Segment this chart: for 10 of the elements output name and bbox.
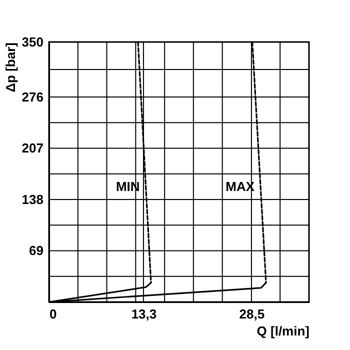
x-tick-label: 0 [50,306,57,322]
y-tick-label: 69 [29,243,44,258]
y-tick-label: 207 [22,140,44,156]
y-axis-title: Δp [bar] [2,42,18,92]
x-tick-label: 28,5 [239,306,265,322]
x-tick-label: 13,3 [131,306,157,322]
x-axis-title: Q [l/min] [256,324,310,338]
y-tick-label: 276 [22,89,44,104]
y-tick-label: 350 [22,34,44,50]
y-tick-label: 138 [22,192,44,207]
